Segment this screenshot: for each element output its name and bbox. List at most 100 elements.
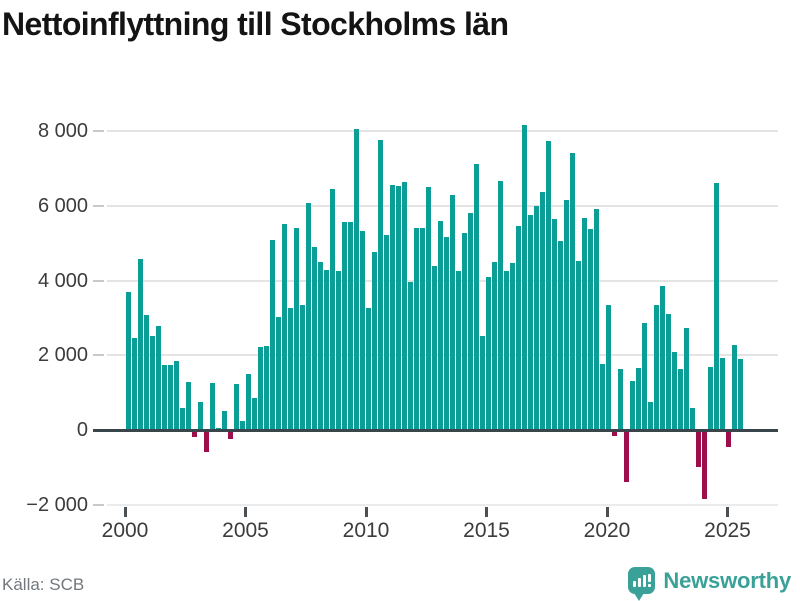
bar: [318, 261, 323, 430]
bar: [390, 185, 395, 430]
bar: [684, 328, 689, 430]
y-axis-tick: [93, 503, 104, 506]
y-axis-tick: [93, 130, 104, 133]
bar: [258, 347, 263, 430]
bar: [594, 209, 599, 430]
bar: [360, 231, 365, 430]
newsworthy-wordmark: Newsworthy: [663, 568, 791, 593]
x-axis-label: 2005: [222, 519, 269, 542]
x-axis-tick: [605, 507, 609, 517]
bar: [582, 217, 587, 430]
bar: [732, 345, 737, 430]
y-axis-tick: [93, 204, 104, 207]
bar: [162, 365, 167, 430]
bar: [678, 368, 683, 430]
newsworthy-bubble-chart-icon: [628, 566, 656, 601]
y-axis-label: 4 000: [37, 269, 88, 292]
chart-title: Nettoinflyttning till Stockholms län: [2, 6, 509, 42]
bar: [450, 195, 455, 430]
bar: [354, 128, 359, 430]
y-axis-label: 2 000: [37, 344, 88, 367]
bar: [300, 304, 305, 430]
bar: [126, 291, 131, 430]
bar: [498, 180, 503, 430]
bar: [426, 186, 431, 430]
bar: [294, 228, 299, 430]
x-axis-tick: [364, 507, 368, 517]
bar: [204, 430, 209, 453]
x-axis-label: 2010: [342, 519, 390, 542]
bar: [534, 206, 539, 430]
bar: [402, 182, 407, 430]
source-note: Källa: SCB: [2, 575, 85, 594]
bar: [504, 271, 509, 430]
bar: [456, 270, 461, 430]
bar: [708, 366, 713, 430]
bar: [192, 430, 197, 438]
y-axis-label: 8 000: [37, 120, 88, 143]
bar: [570, 152, 575, 430]
bar: [492, 262, 497, 430]
x-axis-label: 2000: [101, 519, 149, 542]
bar: [444, 236, 449, 430]
bar: [408, 281, 413, 430]
bar: [342, 222, 347, 430]
bar: [666, 313, 671, 430]
bar: [282, 223, 287, 430]
bar: [588, 229, 593, 430]
bar: [468, 213, 473, 430]
bar: [186, 382, 191, 430]
bar: [168, 364, 173, 430]
bar: [348, 222, 353, 430]
bar: [576, 260, 581, 430]
bar: [240, 421, 245, 430]
bar: [720, 357, 725, 430]
bar: [510, 262, 515, 430]
bar: [228, 430, 233, 440]
bar: [546, 141, 551, 430]
x-axis-tick: [123, 507, 127, 517]
x-axis-tick: [726, 507, 729, 517]
bar: [702, 430, 707, 500]
bar: [330, 188, 335, 430]
bar: [420, 227, 425, 430]
bar: [180, 408, 185, 430]
bar: [726, 430, 731, 448]
y-axis-label: 6 000: [37, 194, 88, 217]
bar: [462, 233, 467, 430]
bar: [438, 220, 443, 430]
bar: [606, 304, 611, 430]
bar: [690, 407, 695, 430]
bar: [276, 316, 281, 430]
bar: [564, 200, 569, 430]
bar: [648, 401, 653, 430]
bar: [366, 307, 371, 430]
bar: [522, 125, 527, 430]
bar: [150, 336, 155, 430]
x-axis-label: 2020: [583, 519, 631, 542]
bar: [270, 239, 275, 430]
bar: [210, 382, 215, 430]
bar: [132, 338, 137, 430]
bar: [642, 323, 647, 430]
bar: [630, 381, 635, 430]
bar: [432, 266, 437, 430]
bar: [600, 363, 605, 430]
bar: [306, 202, 311, 430]
bar: [264, 346, 269, 430]
bar: [618, 368, 623, 430]
x-axis-tick: [244, 507, 247, 517]
gridline: [107, 503, 778, 506]
bar: [528, 215, 533, 430]
bar: [288, 308, 293, 430]
y-axis-label: 0: [76, 419, 88, 441]
bar: [246, 374, 251, 430]
bar: [552, 219, 557, 430]
bar: [414, 227, 419, 430]
bar: [144, 315, 149, 430]
bar: [336, 270, 341, 430]
bar: [672, 351, 677, 430]
gridline: [107, 204, 778, 207]
